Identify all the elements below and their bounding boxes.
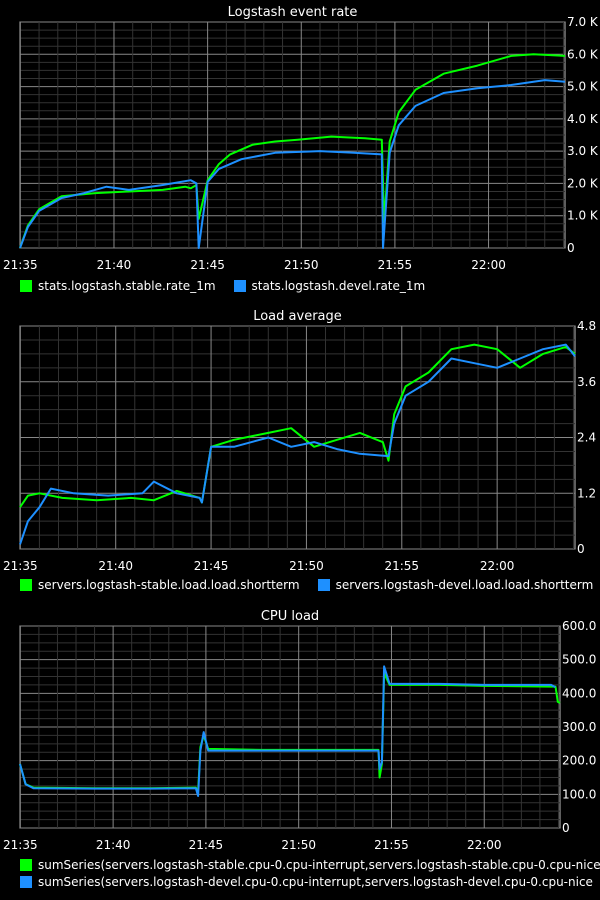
series-line-stable xyxy=(19,53,566,249)
legend-item: sumSeries(servers.logstash-devel.cpu-0.c… xyxy=(20,875,600,889)
y-tick-label: 300.0 xyxy=(562,720,596,734)
legend-item: sumSeries(servers.logstash-stable.cpu-0.… xyxy=(20,858,600,872)
series-line-devel xyxy=(19,665,556,797)
y-tick-label: 4.8 xyxy=(577,319,596,333)
series-line-devel xyxy=(19,343,576,545)
y-tick-label: 3.6 xyxy=(577,375,596,389)
x-tick-label: 21:40 xyxy=(96,838,131,852)
y-tick-label: 5.0 K xyxy=(567,80,599,94)
series-line-devel xyxy=(19,79,566,249)
legend-swatch xyxy=(20,859,32,871)
x-tick-label: 21:55 xyxy=(374,838,409,852)
x-tick-label: 22:00 xyxy=(471,258,506,272)
legend-swatch xyxy=(20,579,32,591)
cpu-load-panel: CPU load 0 100.0 200.0 300.0 400.0 500.0 600.0 2… xyxy=(0,609,600,900)
legend-swatch xyxy=(233,280,246,292)
x-tick-label: 21:35 xyxy=(3,838,38,852)
legend-swatch xyxy=(20,280,32,292)
legend-item: servers.logstash-stable.load.load.shortt… xyxy=(20,578,300,592)
x-tick-label: 21:40 xyxy=(97,258,132,272)
x-tick-label: 22:00 xyxy=(467,838,502,852)
y-tick-label: 4.0 K xyxy=(567,112,599,126)
event-rate-panel: Logstash event rate 0 1.0 K 2.0 K 3.0 K 4.0 K… xyxy=(0,0,600,300)
y-tick-label: 2.0 K xyxy=(567,176,599,190)
chart-title: CPU load xyxy=(261,609,319,624)
y-tick-label: 0 xyxy=(577,542,585,556)
legend-item: stats.logstash.devel.rate_1m xyxy=(233,279,426,293)
cpu-load-legend: sumSeries(servers.logstash-stable.cpu-0.… xyxy=(20,858,600,892)
y-tick-label: 100.0 xyxy=(562,787,596,801)
y-tick-label: 1.0 K xyxy=(567,209,599,223)
y-tick-label: 200.0 xyxy=(562,754,596,768)
x-tick-label: 21:50 xyxy=(281,838,316,852)
x-tick-label: 21:45 xyxy=(189,838,224,852)
y-tick-label: 400.0 xyxy=(562,686,596,700)
x-tick-label: 21:35 xyxy=(3,258,38,272)
y-tick-label: 2.4 xyxy=(577,431,596,445)
y-tick-label: 600.0 xyxy=(562,619,596,633)
x-tick-label: 21:55 xyxy=(384,559,419,573)
load-average-chart: Load average 0 1.2 2.4 3.6 4.8 21:35 21:40 21:45… xyxy=(3,309,596,573)
cpu-load-chart: CPU load 0 100.0 200.0 300.0 400.0 500.0 600.0 2… xyxy=(3,609,596,852)
load-average-panel: Load average 0 1.2 2.4 3.6 4.8 21:35 21:40 21:45… xyxy=(0,300,600,610)
legend-swatch xyxy=(20,876,32,888)
legend-swatch xyxy=(317,579,330,591)
legend-item: stats.logstash.stable.rate_1m xyxy=(20,279,216,293)
y-tick-label: 0 xyxy=(562,821,570,835)
x-tick-label: 22:00 xyxy=(480,559,515,573)
event-rate-legend: stats.logstash.stable.rate_1m stats.logst… xyxy=(20,279,443,295)
legend-label: stats.logstash.devel.rate_1m xyxy=(251,279,426,293)
x-tick-label: 21:45 xyxy=(190,258,225,272)
x-tick-label: 21:40 xyxy=(98,559,133,573)
y-tick-label: 1.2 xyxy=(577,486,596,500)
x-tick-label: 21:35 xyxy=(3,559,38,573)
x-tick-label: 21:55 xyxy=(378,258,413,272)
y-tick-label: 7.0 K xyxy=(567,15,599,29)
y-tick-label: 0 xyxy=(567,241,575,255)
legend-label: servers.logstash-stable.load.load.shortt… xyxy=(38,578,300,592)
legend-item: servers.logstash-devel.load.load.shortte… xyxy=(317,578,594,592)
legend-label: stats.logstash.stable.rate_1m xyxy=(38,279,216,293)
x-tick-label: 21:50 xyxy=(284,258,319,272)
legend-label: sumSeries(servers.logstash-devel.cpu-0.c… xyxy=(38,875,593,889)
legend-label: servers.logstash-devel.load.load.shortte… xyxy=(335,578,594,592)
legend-label: sumSeries(servers.logstash-stable.cpu-0.… xyxy=(38,858,600,872)
event-rate-chart: Logstash event rate 0 1.0 K 2.0 K 3.0 K 4.0 K… xyxy=(3,5,599,272)
load-average-legend: servers.logstash-stable.load.load.shortt… xyxy=(20,578,600,594)
chart-title: Load average xyxy=(253,309,342,324)
x-tick-label: 21:50 xyxy=(289,559,324,573)
y-tick-label: 500.0 xyxy=(562,653,596,667)
y-tick-label: 6.0 K xyxy=(567,47,599,61)
series-line-stable xyxy=(19,672,561,792)
x-tick-label: 21:45 xyxy=(194,559,229,573)
series-line-stable xyxy=(19,343,576,508)
chart-title: Logstash event rate xyxy=(228,5,358,20)
y-tick-label: 3.0 K xyxy=(567,144,599,158)
